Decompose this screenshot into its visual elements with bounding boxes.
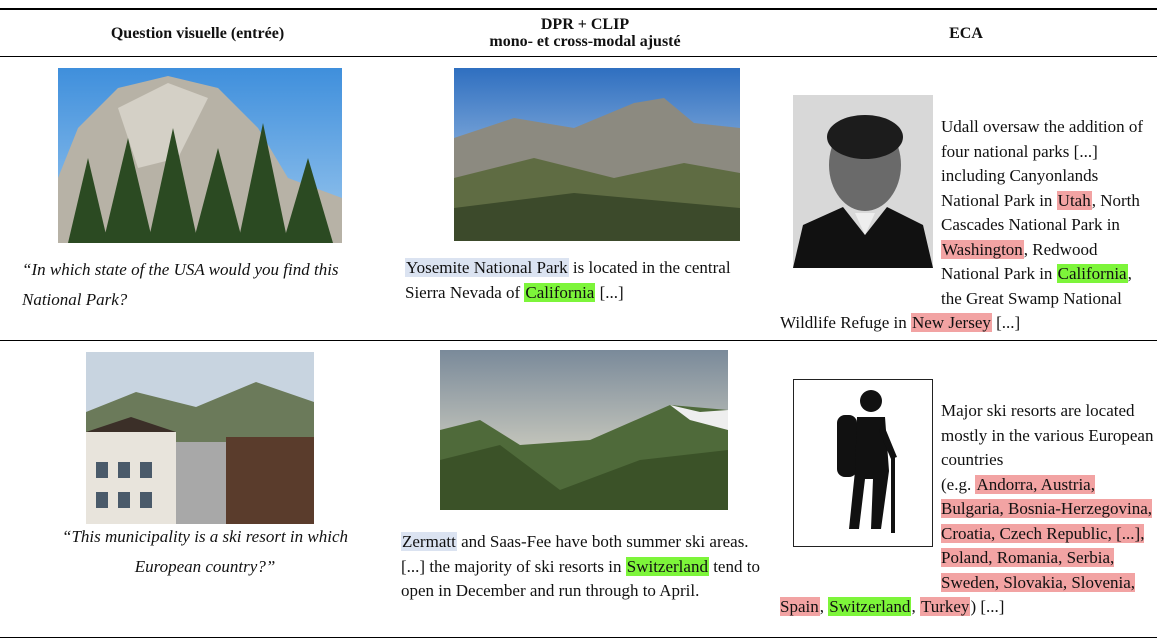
highlighted-entity: Utah xyxy=(1056,190,1092,210)
passage-text: is located in the central Sierra Nevada … xyxy=(405,258,731,302)
question: “This municipality is a ski resort in wh… xyxy=(61,527,349,576)
passage-text: , the Great Swamp National Wildlife Refu… xyxy=(780,264,1132,332)
image-cell xyxy=(440,350,728,518)
image-portrait xyxy=(793,94,933,268)
passage-text: , xyxy=(819,597,829,616)
passage-text: Major ski resorts are located mostly in … xyxy=(941,401,1154,494)
passage-text: tend to open in December and run through… xyxy=(401,556,760,601)
image-halfdome xyxy=(454,68,740,241)
image-cell xyxy=(86,352,314,532)
highlighted-entity: New Jersey xyxy=(911,313,992,332)
highlighted-entity: Turkey xyxy=(919,597,971,616)
header-text: ECA xyxy=(949,24,983,42)
passage-text: ) [...] xyxy=(970,597,1005,616)
header-text: Question visuelle (entrée) xyxy=(110,24,285,42)
header-text: DPR + CLIP xyxy=(540,16,630,33)
image-alps xyxy=(440,350,728,510)
image-cell xyxy=(58,68,342,251)
passage-text: and Saas-Fee have both summer ski areas.… xyxy=(401,532,749,576)
question-text: “This municipality is a ski resort in wh… xyxy=(30,522,380,582)
highlighted-entity: Switzerland xyxy=(625,556,709,576)
dpr-passage: Yosemite National Park is located in the… xyxy=(405,256,770,305)
row-rule xyxy=(0,340,1157,341)
highlighted-entity: Yosemite National Park xyxy=(405,258,569,277)
passage-text: Udall oversaw the addition of four natio… xyxy=(941,117,1144,210)
highlighted-entity: California xyxy=(1056,264,1128,283)
header-dpr: DPR + CLIP mono- et cross-modal ajusté xyxy=(395,12,775,54)
passage-text: [...] xyxy=(595,282,624,302)
header-text: mono- et cross-modal ajusté xyxy=(489,33,681,50)
dpr-passage: Zermatt and Saas-Fee have both summer sk… xyxy=(401,530,773,604)
eca-passage: Major ski resorts are located mostly in … xyxy=(780,350,1155,620)
highlighted-entity: Zermatt xyxy=(401,532,457,551)
highlighted-entity: Washington xyxy=(941,239,1024,259)
image-cell xyxy=(454,68,740,249)
highlighted-entity: Switzerland xyxy=(828,597,912,616)
header-rule xyxy=(0,56,1157,57)
image-zermatt xyxy=(86,352,314,524)
passage-text: [...] xyxy=(991,313,1021,332)
passage-text: , xyxy=(911,597,920,616)
question: “In which state of the USA would you fin… xyxy=(22,260,339,309)
highlighted-entity: California xyxy=(524,282,596,302)
header-question: Question visuelle (entrée) xyxy=(0,12,395,54)
image-hiker-icon xyxy=(793,378,933,547)
top-rule xyxy=(0,8,1157,10)
question-text: “In which state of the USA would you fin… xyxy=(22,255,382,315)
eca-passage: Udall oversaw the addition of four natio… xyxy=(780,66,1155,336)
passage-text: , North Cascades National Park in xyxy=(941,190,1140,235)
bottom-rule xyxy=(0,637,1157,638)
passage-text: , Redwood National Park in xyxy=(941,239,1098,284)
header-eca: ECA xyxy=(775,12,1157,54)
image-elcapitan xyxy=(58,68,342,243)
